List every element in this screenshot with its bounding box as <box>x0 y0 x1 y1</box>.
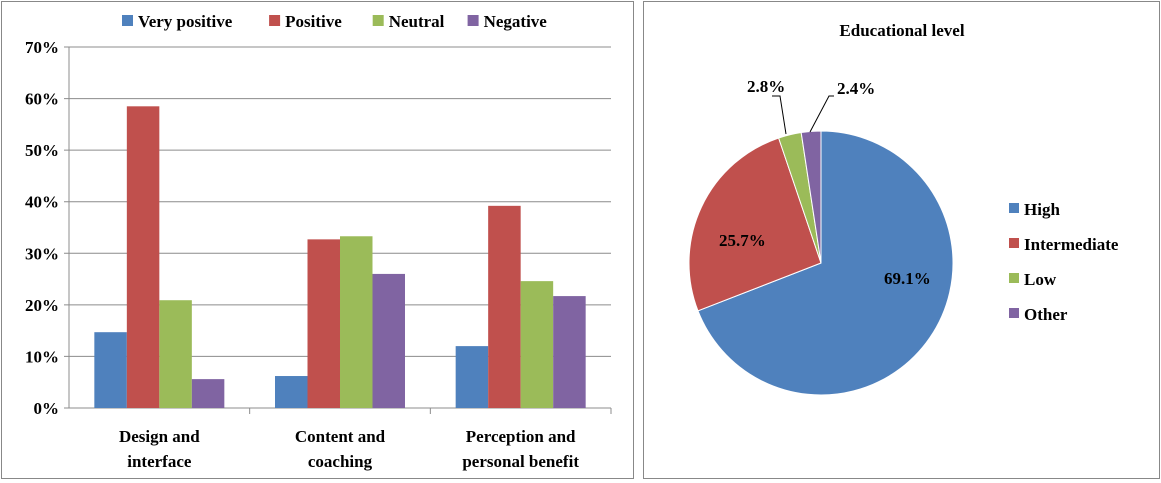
slice-label: 2.4% <box>837 79 875 98</box>
bar-positive <box>307 239 340 408</box>
bar-negative <box>372 273 405 408</box>
slice-label: 69.1% <box>884 269 931 288</box>
x-tick-label: Design and <box>119 427 200 446</box>
legend-swatch <box>269 15 281 26</box>
leader-line <box>772 95 787 135</box>
bar-chart-panel: 0% 10% 20% 30% 40% 50% 60% 70% Design and interfa… <box>1 1 634 479</box>
bar-negative <box>553 296 586 408</box>
legend-label: Negative <box>484 12 548 31</box>
pie-chart-panel: Educational level 69.1% High 25.7% Intermedi… <box>643 1 1160 479</box>
legend-label: Neutral <box>389 12 445 31</box>
legend-swatch <box>467 15 479 26</box>
legend-swatch <box>372 15 384 26</box>
legend-swatch <box>1009 273 1019 283</box>
y-tick-label: 60% <box>25 90 59 109</box>
legend-label: High <box>1024 200 1060 219</box>
x-tick-label: Perception and <box>466 427 576 446</box>
y-tick-label: 70% <box>25 38 59 57</box>
y-tick-label: 30% <box>25 244 59 263</box>
bar-neutral <box>340 236 373 408</box>
bar-neutral <box>159 300 192 408</box>
legend-label: Intermediate <box>1024 235 1119 254</box>
bar-very-positive <box>94 332 127 408</box>
bar-chart: 0% 10% 20% 30% 40% 50% 60% 70% Design and interfa… <box>25 12 612 471</box>
legend-swatch <box>1009 203 1019 213</box>
bar-negative <box>191 379 225 408</box>
legend-label: Other <box>1024 305 1068 324</box>
legend-swatch <box>1009 238 1019 248</box>
legend-label: Low <box>1024 270 1057 289</box>
y-tick-label: 50% <box>25 141 59 160</box>
pie-slice-other <box>800 130 822 264</box>
x-tick-label: Content and <box>295 427 386 446</box>
pie-slice-intermediate <box>688 137 822 312</box>
x-tick-label: coaching <box>308 452 373 471</box>
x-tick-label: personal benefit <box>462 452 579 471</box>
y-tick-label: 40% <box>25 193 59 212</box>
pie-chart: Educational level 69.1% High 25.7% Intermedi… <box>688 21 1119 396</box>
legend-label: Very positive <box>138 12 233 31</box>
legend-swatch <box>1009 308 1019 318</box>
slice-label: 2.8% <box>747 77 785 96</box>
legend-swatch <box>122 15 133 26</box>
x-tick-label: interface <box>127 452 192 471</box>
bar-positive <box>126 106 160 409</box>
slice-label: 25.7% <box>719 231 766 250</box>
y-tick-label: 0% <box>34 399 60 418</box>
bar-neutral <box>520 281 554 408</box>
pie-slice-high <box>697 130 954 396</box>
bar-positive <box>488 205 521 408</box>
pie-title: Educational level <box>839 21 964 40</box>
y-tick-label: 20% <box>25 296 59 315</box>
legend-label: Positive <box>285 12 342 31</box>
y-tick-label: 10% <box>25 347 59 366</box>
leader-line <box>809 95 834 133</box>
bar-very-positive <box>455 346 489 408</box>
bar-very-positive <box>275 376 308 408</box>
